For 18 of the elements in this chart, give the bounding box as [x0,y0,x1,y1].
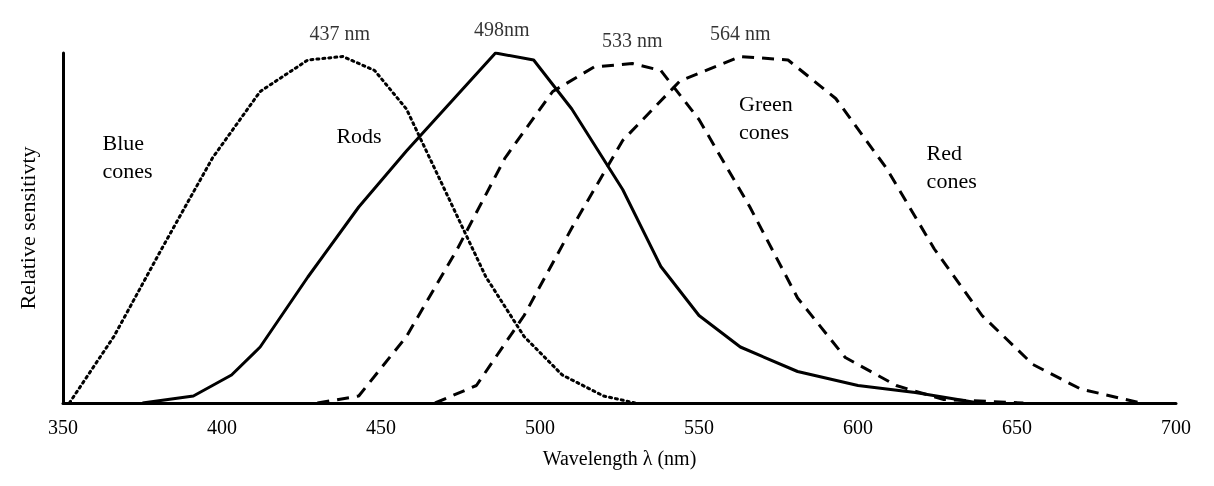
x-tick-label: 550 [684,416,714,438]
annotation: 437 nm [309,21,371,44]
x-tick-label: 700 [1161,416,1191,438]
x-tick-label: 400 [207,416,237,438]
x-tick-label: 450 [366,416,396,438]
annotation: 533 nm [601,28,663,51]
x-tick-label: 600 [843,416,873,438]
x-axis-title: Wavelength λ (nm) [542,447,697,470]
series-label: Rods [336,122,382,148]
x-tick-label: 350 [48,416,78,438]
annotation: 498nm [474,18,531,40]
x-tick-label: 500 [525,416,555,438]
annotation: 564 nm [710,21,772,44]
series-label: Red cones [926,140,977,193]
series-label: Green cones [739,91,793,144]
y-axis-title: Relative sensitivty [14,146,40,310]
series-label: Blue cones [102,129,153,183]
x-tick-label: 650 [1002,416,1032,438]
